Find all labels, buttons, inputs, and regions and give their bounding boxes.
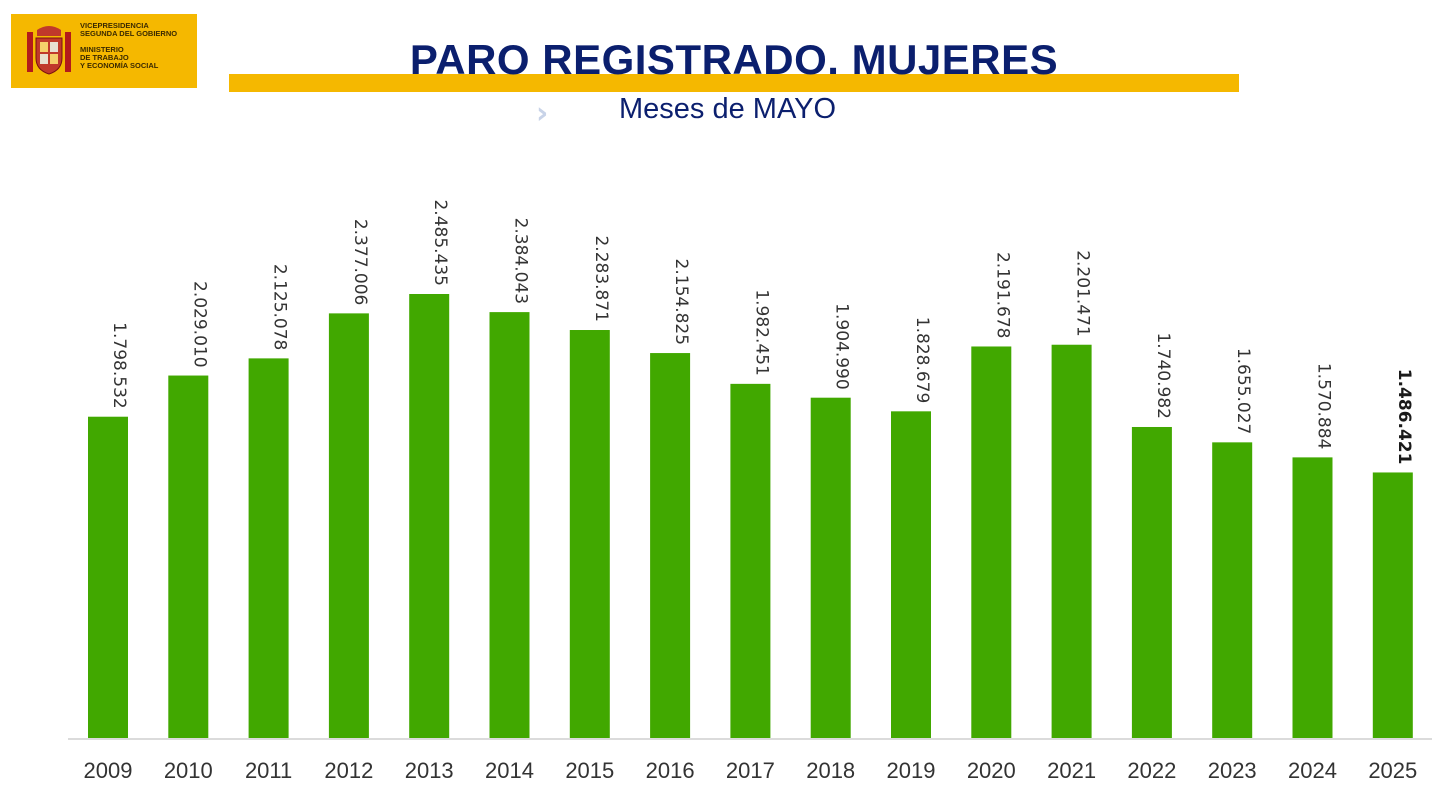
data-label: 2.377.006: [350, 219, 370, 306]
data-label: 1.904.990: [832, 303, 852, 390]
bar: [248, 358, 289, 738]
data-label: 1.570.884: [1314, 363, 1334, 450]
x-tick-label: 2011: [245, 758, 292, 783]
data-label: 2.384.043: [511, 218, 531, 305]
x-tick-label: 2018: [806, 758, 855, 783]
data-label: 2.125.078: [270, 264, 290, 351]
chart-subtitle: Meses de MAYO: [619, 93, 837, 125]
data-label: 1.486.421: [1394, 369, 1414, 465]
data-label: 1.982.451: [751, 289, 771, 376]
x-tick-label: 2013: [405, 758, 454, 783]
coat-of-arms-icon: [27, 26, 71, 75]
data-label: 1.655.027: [1233, 348, 1253, 435]
x-tick-label: 2015: [565, 758, 614, 783]
x-tick-label: 2012: [324, 758, 373, 783]
x-tick-label: 2025: [1368, 758, 1417, 783]
chevron-right-icon: ›: [536, 96, 549, 131]
bar: [168, 375, 209, 738]
data-label: 2.283.871: [591, 235, 611, 322]
x-tick-label: 2014: [485, 758, 534, 783]
bar: [1292, 457, 1333, 738]
x-tick-label: 2016: [646, 758, 695, 783]
logo-line: SEGUNDA DEL GOBIERNO: [80, 29, 178, 38]
bar: [409, 294, 450, 738]
bar: [569, 330, 610, 738]
data-label: 2.154.825: [671, 259, 691, 346]
data-label: 2.191.678: [992, 252, 1012, 339]
data-label: 1.740.982: [1153, 332, 1173, 419]
logo-line: DE TRABAJO: [80, 53, 129, 62]
bar: [1131, 426, 1172, 738]
x-tick-label: 2021: [1047, 758, 1096, 783]
data-label: 1.828.679: [912, 317, 932, 404]
bar: [489, 312, 530, 738]
bar: [810, 397, 851, 738]
data-label: 2.201.471: [1073, 250, 1093, 337]
bar: [88, 416, 128, 738]
data-label: 1.798.532: [109, 322, 129, 409]
bar: [891, 411, 931, 738]
chart-title: PARO REGISTRADO. MUJERES: [409, 36, 1059, 83]
bar: [1372, 472, 1413, 738]
data-label: 2.029.010: [189, 281, 209, 368]
x-tick-label: 2017: [726, 758, 775, 783]
data-label: 2.485.435: [430, 199, 450, 286]
bar: [730, 383, 771, 738]
title-underline-bar: [229, 74, 1239, 92]
logo-line: VICEPRESIDENCIA: [80, 21, 149, 30]
government-logo: VICEPRESIDENCIA SEGUNDA DEL GOBIERNO MIN…: [11, 14, 197, 88]
bar: [328, 313, 369, 738]
logo-line: MINISTERIO: [80, 45, 124, 54]
x-tick-label: 2020: [967, 758, 1016, 783]
x-tick-label: 2010: [164, 758, 213, 783]
x-tick-label: 2024: [1288, 758, 1337, 783]
x-tick-label: 2023: [1208, 758, 1257, 783]
bar: [650, 353, 691, 738]
bar: [1051, 344, 1092, 738]
logo-line: Y ECONOMÍA SOCIAL: [80, 61, 159, 70]
x-tick-label: 2009: [84, 758, 133, 783]
bar: [971, 346, 1012, 738]
bar: [1212, 442, 1253, 738]
x-tick-label: 2022: [1127, 758, 1176, 783]
x-tick-label: 2019: [887, 758, 936, 783]
